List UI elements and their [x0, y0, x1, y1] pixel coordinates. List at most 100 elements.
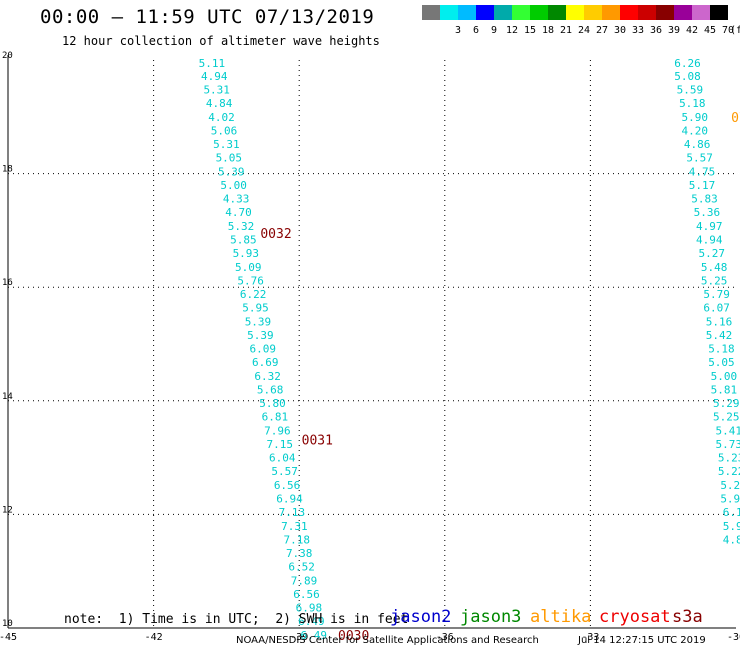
scale-swatch — [422, 5, 440, 20]
scale-label: 21 — [559, 25, 573, 36]
swh-value: 5.00 — [711, 370, 738, 383]
scale-label: 9 — [490, 25, 498, 36]
swh-value: 7.18 — [284, 533, 311, 546]
y-tick-label: 16 — [2, 278, 13, 288]
swh-value: 5.79 — [703, 288, 730, 301]
x-tick-label: -42 — [145, 632, 163, 643]
y-tick-label: 18 — [2, 165, 13, 175]
swh-value: 5.22 — [718, 465, 740, 478]
swh-value: 5.68 — [257, 383, 284, 396]
swh-value: 6.19 — [723, 506, 740, 519]
swh-value: 5.32 — [228, 220, 255, 233]
scale-swatch — [494, 5, 512, 20]
swh-value: 5.93 — [233, 247, 260, 260]
swh-value: 4.81 — [723, 533, 740, 546]
swh-value: 5.00 — [220, 179, 247, 192]
swh-value: 6.04 — [269, 452, 296, 465]
satellite-legend-item: jason3 — [460, 607, 522, 627]
swh-value: 7.89 — [291, 574, 318, 587]
page-title: 00:00 – 11:59 UTC 07/13/2019 — [40, 6, 375, 28]
swh-value: 5.25 — [713, 411, 740, 424]
scale-unit-label: (ft) — [730, 25, 740, 36]
scale-swatch — [530, 5, 548, 20]
swh-value: 6.09 — [250, 343, 277, 356]
swh-value: 5.83 — [691, 193, 718, 206]
swh-value: 6.94 — [276, 492, 303, 505]
satellite-legend-item: cryosat — [599, 607, 671, 627]
swh-value: 5.31 — [203, 84, 230, 97]
swh-value: 5.25 — [701, 274, 728, 287]
swh-value: 5.18 — [708, 343, 735, 356]
x-tick-label: -30 — [727, 632, 740, 643]
swh-value: 5.59 — [677, 84, 704, 97]
swh-value: 4.94 — [201, 70, 228, 83]
swh-value: 5.06 — [211, 124, 238, 137]
swh-value: 6.49 — [301, 629, 328, 642]
y-tick-label: 20 — [2, 51, 13, 61]
swh-value: 4.70 — [225, 206, 252, 219]
swh-value: 5.31 — [213, 138, 240, 151]
credit-line: NOAA/NESDIS Center for Satellite Applica… — [236, 635, 539, 646]
swh-value: 5.29 — [713, 397, 740, 410]
swh-value: 5.91 — [723, 520, 740, 533]
swh-value: 7.13 — [279, 506, 306, 519]
swh-value: 6.56 — [293, 588, 320, 601]
scale-swatch — [602, 5, 620, 20]
x-tick-label: -45 — [0, 632, 17, 643]
scale-label: 70 — [721, 25, 735, 36]
scale-swatch — [710, 5, 728, 20]
scale-label: 3 — [454, 25, 462, 36]
swh-value: 6.49 — [298, 615, 325, 628]
swh-value: 5.91 — [720, 492, 740, 505]
swh-value: 5.17 — [689, 179, 716, 192]
scale-swatch — [584, 5, 602, 20]
swh-value: 6.07 — [703, 302, 730, 315]
swh-value: 5.16 — [706, 315, 733, 328]
scale-label: 39 — [667, 25, 681, 36]
footer-note: note: 1) Time is in UTC; 2) SWH is in fe… — [64, 612, 409, 627]
swh-value: 5.27 — [698, 247, 725, 260]
scale-swatch — [566, 5, 584, 20]
swh-value: 5.90 — [681, 111, 708, 124]
swh-value: 6.22 — [240, 288, 267, 301]
scale-swatch — [656, 5, 674, 20]
scale-label: 6 — [472, 25, 480, 36]
page-subtitle: 12 hour collection of altimeter wave hei… — [62, 34, 380, 48]
swh-value: 5.11 — [199, 57, 226, 70]
y-tick-label: 12 — [2, 505, 13, 515]
swh-value: 5.76 — [237, 274, 264, 287]
scale-label: 33 — [631, 25, 645, 36]
swh-value: 5.39 — [245, 315, 272, 328]
swh-value: 4.75 — [689, 165, 716, 178]
scale-swatch — [674, 5, 692, 20]
swh-value: 5.23 — [718, 452, 740, 465]
scale-label: 15 — [523, 25, 537, 36]
swh-value: 5.57 — [686, 152, 713, 165]
swh-value: 4.84 — [206, 97, 233, 110]
swh-value: 6.69 — [252, 356, 279, 369]
swh-value: 5.41 — [715, 424, 740, 437]
pass-time-label: 07 — [731, 111, 740, 126]
swh-value: 4.20 — [681, 124, 708, 137]
swh-value: 5.18 — [679, 97, 706, 110]
swh-value: 6.81 — [262, 411, 289, 424]
swh-value: 4.33 — [223, 193, 250, 206]
swh-value: 5.08 — [674, 70, 701, 83]
swh-value: 4.02 — [208, 111, 235, 124]
swh-value: 5.42 — [706, 329, 733, 342]
scale-swatch — [620, 5, 638, 20]
swh-value: 5.25 — [720, 479, 740, 492]
scale-label: 42 — [685, 25, 699, 36]
scale-swatch — [476, 5, 494, 20]
swh-value: 6.32 — [254, 370, 281, 383]
x-tick-label: -39 — [290, 632, 308, 643]
swh-value: 5.85 — [230, 233, 257, 246]
pass-time-label: 0030 — [338, 629, 369, 644]
x-tick-label: -36 — [436, 632, 454, 643]
pass-time-label: 0032 — [260, 227, 291, 242]
swh-value: 5.95 — [242, 302, 269, 315]
swh-value: 6.56 — [274, 479, 301, 492]
swh-value: 4.97 — [696, 220, 723, 233]
swh-value: 5.39 — [218, 165, 245, 178]
